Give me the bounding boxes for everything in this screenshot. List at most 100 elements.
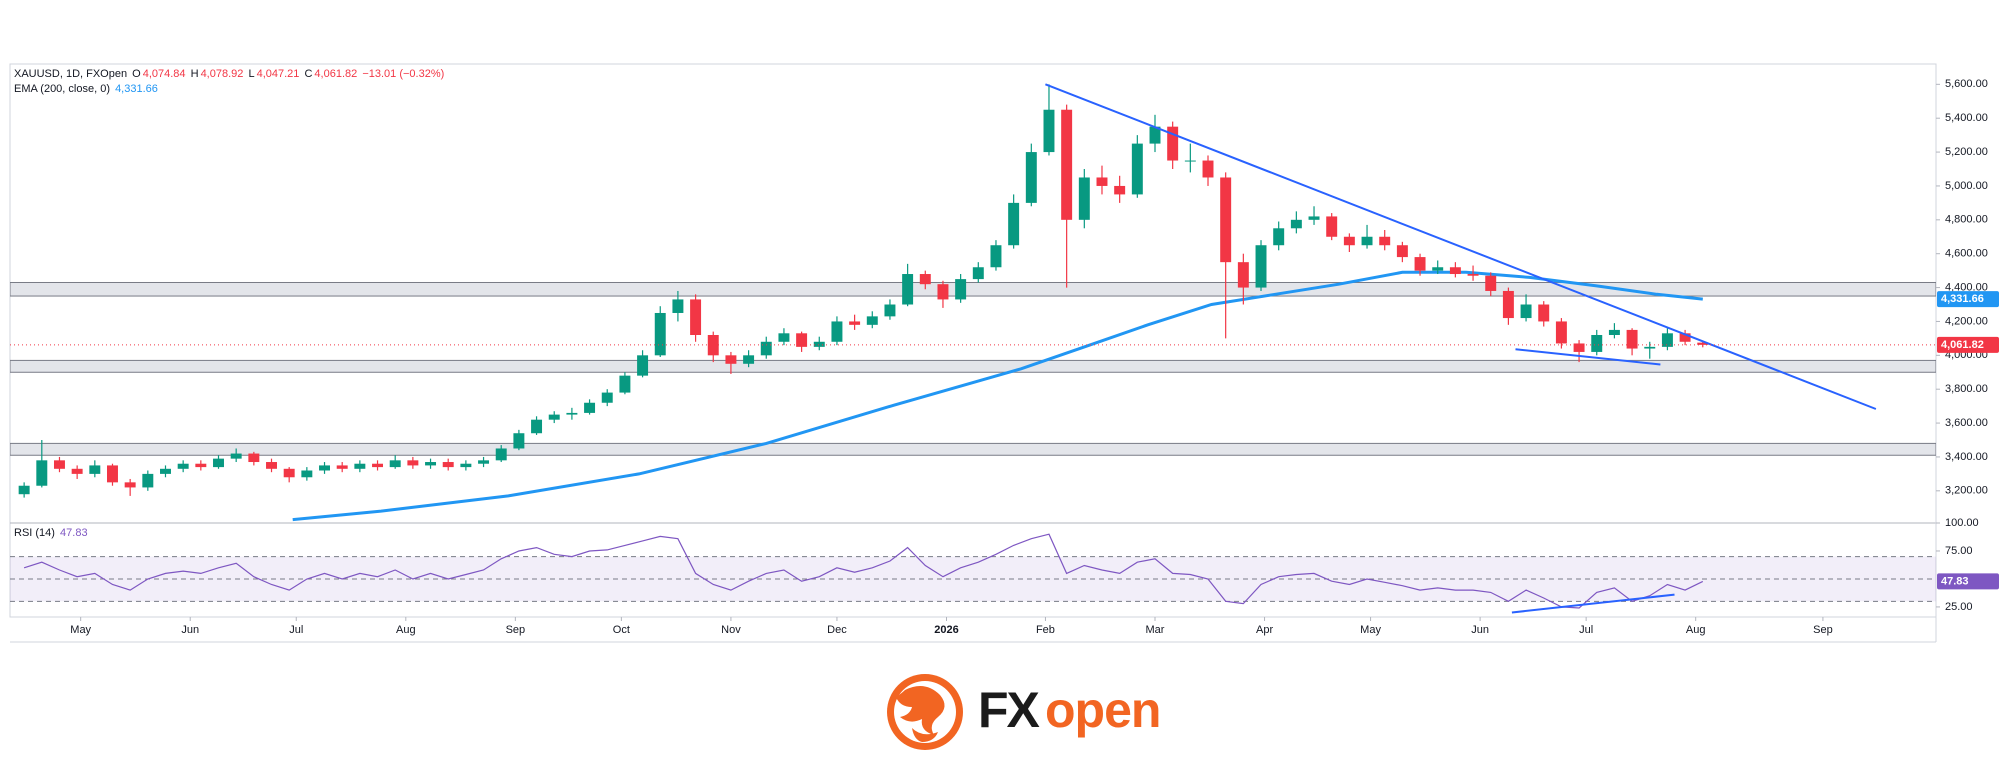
candle-body [283,468,295,478]
logo-lion-jaw [912,728,938,742]
candle-body [1591,334,1603,352]
y-tick-label: 5,000.00 [1945,180,1988,192]
logo-open: open [1045,682,1160,738]
main-pane [10,83,1936,522]
candle-body [478,460,490,464]
candle-body [1008,202,1020,246]
candle-body [1485,275,1497,291]
candle-body [1538,304,1550,322]
candle-body [637,355,649,376]
x-tick-label: Feb [1036,624,1055,636]
zone [10,281,1936,297]
ema-price-tag-box [1937,291,1999,308]
candle-body [407,460,419,466]
zone [10,359,1936,373]
ema-row: EMA (200, close, 0) 4,331.66 [14,82,446,97]
candle-body [813,341,825,347]
candle-body [124,482,136,488]
ema-price-tag: 4,331.66 [1941,293,1984,305]
candle-body [690,299,702,335]
candle-body [460,463,472,468]
candle-body [195,463,207,468]
candle-body [1326,216,1338,237]
x-tick-label: 2026 [934,624,958,636]
y-tick-label: 5,200.00 [1945,146,1988,158]
last-price-tag: 4,061.82 [1941,339,1984,351]
logo-lion [896,686,945,735]
rsi-y-tick-label: 25.00 [1945,601,1973,613]
candle-body [248,453,260,463]
candle-body [1149,126,1161,144]
y-tick-label: 4,400.00 [1945,281,1988,293]
last-price-tag-box [1937,336,1999,353]
candle-body [495,448,507,461]
candle-body [1396,245,1408,258]
candle-body [1202,160,1214,178]
plot-frame [9,63,1937,618]
candle-body [1078,177,1090,220]
trendline [1515,348,1661,366]
candle-body [1379,236,1391,246]
candle-body [1502,290,1514,319]
y-tick-label: 4,600.00 [1945,248,1988,260]
candle-body [1414,257,1426,271]
candle-body [725,355,737,364]
rsi-value: 47.83 [60,527,88,539]
candle-body [1626,329,1638,349]
candle-body [1449,267,1461,275]
ohlc-value: 4,078.92 [200,68,244,80]
candle-body [1237,262,1249,288]
x-tick-label: May [1360,624,1381,636]
candle-body [513,433,525,449]
rsi-legend: RSI (14) 47.83 [14,526,90,541]
candle-body [1061,109,1073,220]
candle-body [1520,304,1532,319]
candle-body [1555,321,1567,344]
candle-body [1255,245,1267,288]
ema-value: 4,331.66 [115,83,158,95]
candle-body [230,453,242,459]
rsi-trendline [1511,593,1675,614]
candle-body [1467,274,1479,276]
candle-body [955,279,967,300]
candle-body [778,333,790,342]
candle-body [425,462,437,466]
y-tick-label: 5,600.00 [1945,78,1988,90]
candle-body [1114,185,1126,195]
y-tick-label: 3,200.00 [1945,485,1988,497]
candle-body [319,465,330,471]
y-tick-label: 5,400.00 [1945,112,1988,124]
candle-body [1679,333,1691,342]
candle-body [743,355,755,364]
candle-body [71,468,83,474]
x-tick-label: Nov [721,624,741,636]
candle-body [707,334,719,356]
candle-body [672,299,684,313]
candle-body [919,274,931,285]
candle-body [301,470,313,478]
candle-body [796,333,808,347]
x-tick-label: Apr [1256,624,1273,636]
candle-body [1220,177,1232,263]
candle-body [849,321,861,325]
candle-body [972,267,984,280]
x-tick-label: Oct [613,624,630,636]
candle-body [1361,236,1373,246]
candle-body [1131,143,1143,195]
candle-body [760,341,772,356]
candle-body [372,463,384,468]
rsi-y-tick-label: 75.00 [1945,545,1973,557]
x-tick-label: May [70,624,91,636]
y-tick-label: 4,800.00 [1945,214,1988,226]
ema-name: EMA (200, close, 0) [14,83,110,95]
ohlc-value: 4,061.82 [314,68,358,80]
candle-body [354,463,366,469]
x-tick-label: Aug [1686,624,1706,636]
x-tick-label: Jun [1471,624,1489,636]
candle-body [1290,219,1302,229]
x-tick-label: Sep [506,624,526,636]
y-tick-label: 3,600.00 [1945,417,1988,429]
candle-body [831,321,843,342]
candle-body [866,316,878,325]
